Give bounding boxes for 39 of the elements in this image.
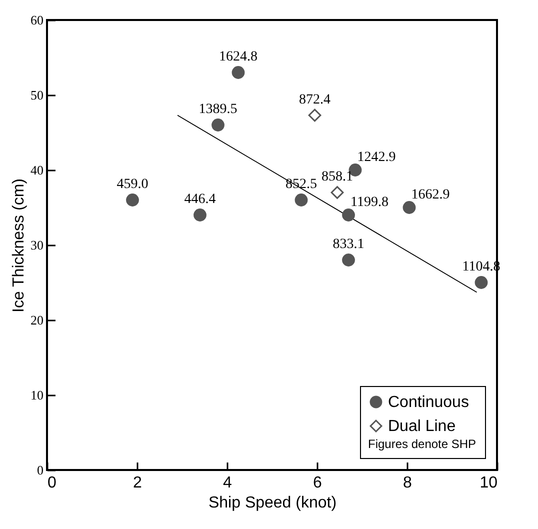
x-tick-label: 4 [223,474,232,492]
x-tick-label: 8 [403,474,412,492]
point [342,208,355,222]
annotation: 872.4 [299,92,330,108]
point [232,66,245,79]
point [126,194,139,206]
y-axis-title: Ice Thickness (cm) [10,178,28,312]
y-tick-label: 40 [30,162,44,178]
y-tick-label: 50 [30,88,44,102]
y-tick-label: 0 [37,462,44,478]
y-tick-label: 10 [30,388,44,402]
x-tick-label: 10 [480,474,498,492]
annotation: 858.1 [322,170,353,184]
point [342,254,355,266]
annotation: 833.1 [332,237,364,252]
x-axis-title: Ship Speed (knot) [208,494,337,512]
annotation: 1624.8 [219,50,258,64]
point [212,118,224,132]
y-tick-label: 30 [30,238,44,252]
legend-label: Continuous [388,394,469,411]
point [294,194,308,206]
annotation: 1199.8 [350,195,388,210]
annotation: Figures denote SHP [368,437,476,451]
x-tick-label: 0 [48,474,56,492]
point [194,208,206,222]
annotation: 446.4 [184,192,216,207]
y-tick-label: 20 [30,312,44,328]
y-tick-label: 60 [30,12,44,28]
annotation: 459.0 [116,177,148,192]
x-tick-label: 2 [133,474,142,492]
annotation: 1242.9 [357,150,396,165]
legend-label: Dual Line [388,418,456,435]
point [474,276,488,289]
annotation: 1662.9 [411,188,450,202]
point [402,201,416,214]
annotation: 1389.5 [198,102,238,117]
point [330,186,344,199]
x-tick-label: 6 [313,474,322,492]
point [308,108,322,122]
